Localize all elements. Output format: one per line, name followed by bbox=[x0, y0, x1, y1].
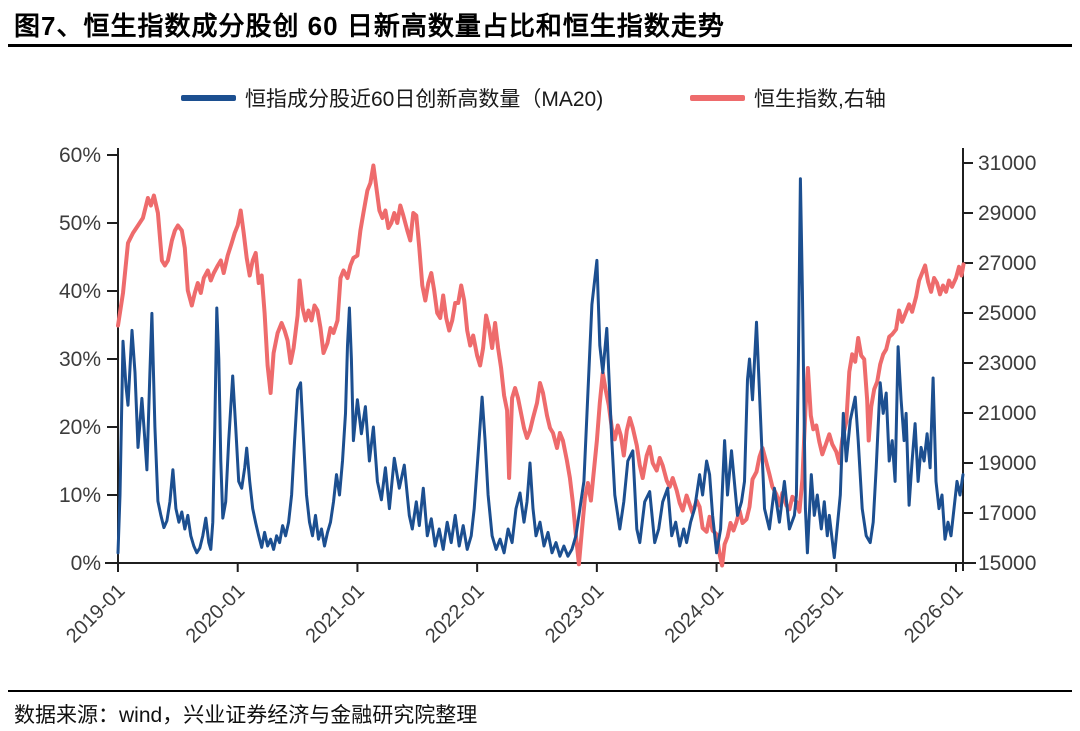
x-tick-label: 2021-01 bbox=[302, 580, 369, 647]
title-divider bbox=[8, 44, 1072, 47]
y-left-tick-label: 10% bbox=[59, 484, 101, 507]
y-right-tick-label: 15000 bbox=[978, 552, 1036, 575]
y-left-tick-label: 20% bbox=[59, 416, 101, 439]
y-right-tick-label: 19000 bbox=[978, 452, 1036, 475]
legend: 恒指成分股近60日创新高数量（MA20) 恒生指数,右轴 bbox=[0, 85, 1080, 111]
y-right-tick-label: 27000 bbox=[978, 252, 1036, 275]
x-axis: 2019-01 2020-01 2021-01 2022-01 2023-01 2024-… bbox=[62, 563, 968, 647]
source-divider bbox=[8, 690, 1072, 692]
y-right-tick-label: 31000 bbox=[978, 152, 1036, 175]
red-line-swatch-icon bbox=[690, 95, 745, 101]
x-tick-label: 2024-01 bbox=[661, 580, 728, 647]
legend-label-newhigh-ratio: 恒指成分股近60日创新高数量（MA20) bbox=[245, 88, 604, 111]
y-left-tick-label: 0% bbox=[71, 552, 101, 575]
x-tick-label: 2023-01 bbox=[541, 580, 608, 647]
x-tick-label: 2025-01 bbox=[780, 580, 847, 647]
page-title: 图7、恒生指数成分股创 60 日新高数量占比和恒生指数走势 bbox=[14, 11, 725, 41]
y-left-tick-label: 60% bbox=[59, 144, 101, 167]
legend-label-hsi: 恒生指数,右轴 bbox=[754, 88, 886, 111]
y-axis-left: 0% 10% 20% 30% 40% 50% 60% bbox=[59, 144, 118, 575]
y-right-tick-label: 17000 bbox=[978, 502, 1036, 525]
y-axis-right: 15000 17000 19000 21000 23000 25000 27000 29000… bbox=[963, 152, 1036, 575]
series-line-hsi bbox=[116, 163, 966, 568]
y-left-tick-label: 50% bbox=[59, 212, 101, 235]
x-tick-label: 2020-01 bbox=[182, 580, 249, 647]
x-tick-label: 2019-01 bbox=[62, 580, 129, 647]
legend-item-hsi: 恒生指数,右轴 bbox=[690, 85, 886, 111]
y-right-tick-label: 23000 bbox=[978, 352, 1036, 375]
source-note: 数据来源：wind，兴业证券经济与金融研究院整理 bbox=[14, 704, 478, 727]
blue-line-swatch-icon bbox=[181, 95, 236, 101]
series-line-newhigh-pct bbox=[116, 177, 965, 560]
y-left-tick-label: 30% bbox=[59, 348, 101, 371]
y-right-tick-label: 25000 bbox=[978, 302, 1036, 325]
legend-item-newhigh-ratio: 恒指成分股近60日创新高数量（MA20) bbox=[181, 85, 603, 111]
y-right-tick-label: 29000 bbox=[978, 202, 1036, 225]
y-right-tick-label: 21000 bbox=[978, 402, 1036, 425]
y-left-tick-label: 40% bbox=[59, 280, 101, 303]
x-tick-label: 2026-01 bbox=[900, 580, 967, 647]
x-tick-label: 2022-01 bbox=[421, 580, 488, 647]
axes bbox=[105, 148, 976, 571]
